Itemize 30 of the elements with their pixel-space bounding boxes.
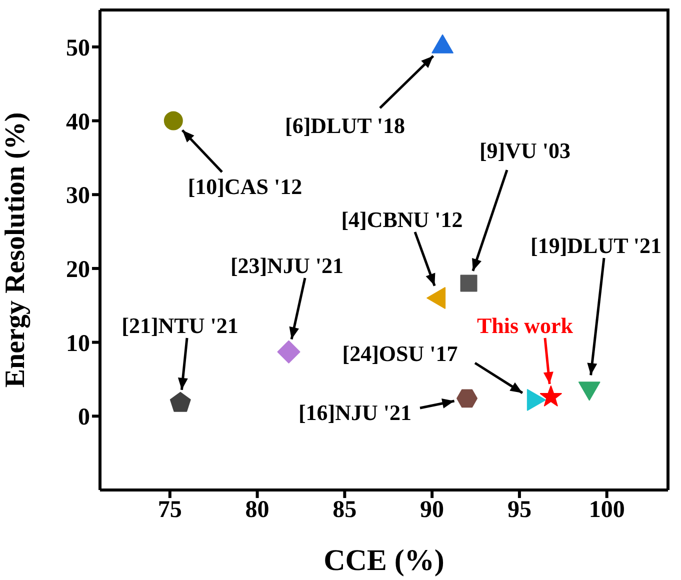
y-tick-label: 30 xyxy=(66,183,90,210)
text: [9]VU '03 xyxy=(479,138,571,163)
text: This work xyxy=(477,313,574,338)
y-tick-label: 10 xyxy=(66,330,90,357)
text: [19]DLUT '21 xyxy=(530,233,662,258)
x-tick-label: 85 xyxy=(332,497,357,524)
x-tick-label: 90 xyxy=(420,497,444,524)
point xyxy=(170,392,191,412)
x-tick-label: 80 xyxy=(245,497,270,524)
y-tick-label: 50 xyxy=(66,35,90,62)
y-tick-label: 40 xyxy=(66,109,90,136)
x-tick-label: 75 xyxy=(158,497,182,524)
point xyxy=(164,111,183,130)
y-axis-title: Energy Resolution (%) xyxy=(0,112,31,388)
point xyxy=(277,340,300,364)
y-tick-label: 20 xyxy=(66,256,90,283)
x-tick-label: 100 xyxy=(588,497,625,524)
point xyxy=(460,274,478,292)
text: [21]NTU '21 xyxy=(122,313,238,338)
text: [4]CBNU '12 xyxy=(341,207,463,232)
x-tick-label: 95 xyxy=(507,497,532,524)
text: [16]NJU '21 xyxy=(298,400,412,425)
y-tick-label: 0 xyxy=(78,404,90,431)
text: [6]DLUT '18 xyxy=(285,113,405,138)
x-axis-title: CCE (%) xyxy=(324,544,444,577)
text: [24]OSU '17 xyxy=(342,341,458,366)
text: [10]CAS '12 xyxy=(188,174,302,199)
point xyxy=(540,385,562,406)
point xyxy=(456,389,478,408)
text: [23]NJU '21 xyxy=(230,253,344,278)
